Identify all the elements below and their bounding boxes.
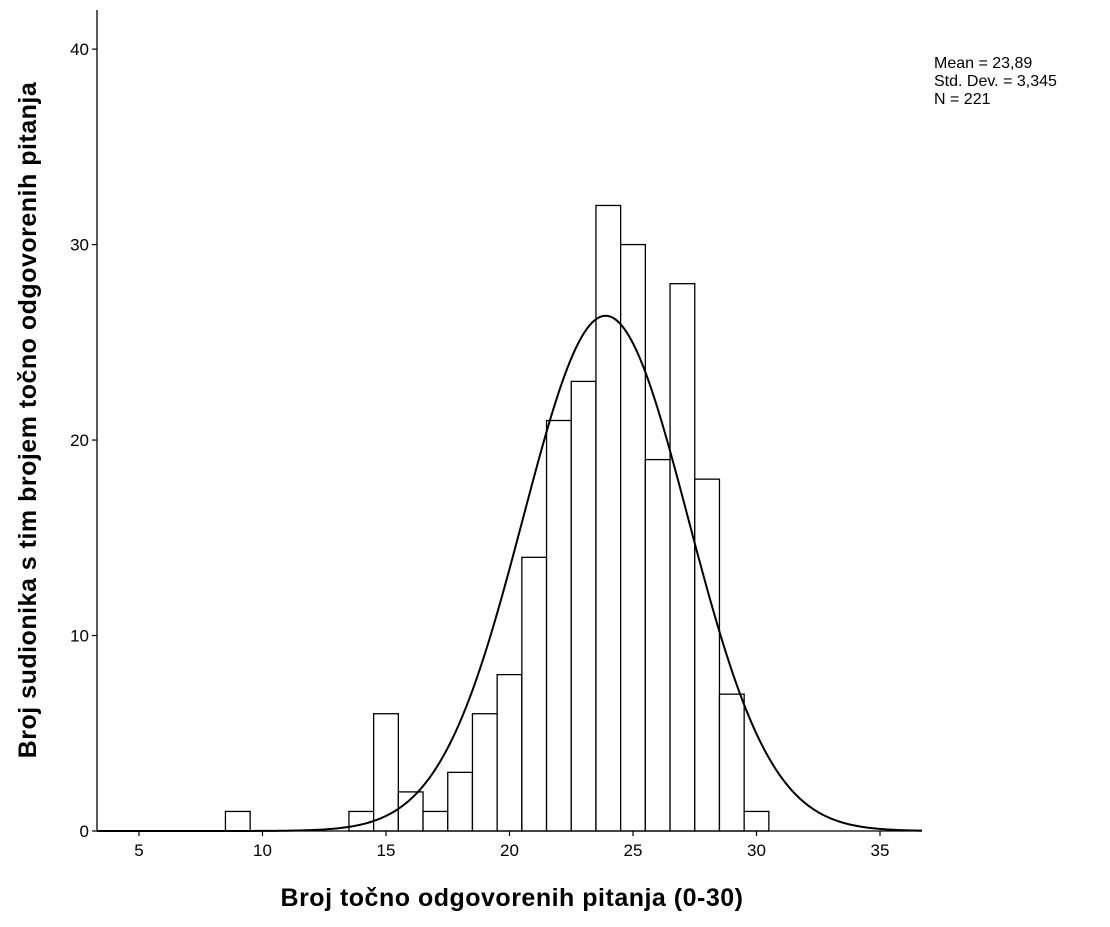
histogram-bar: [718, 693, 745, 832]
statistics-legend: Mean = 23,89 Std. Dev. = 3,345 N = 221: [934, 55, 1057, 109]
histogram-bar: [496, 673, 523, 832]
histogram-bar: [224, 810, 251, 832]
histogram-bar: [743, 810, 770, 832]
histogram-bar: [620, 243, 647, 832]
histogram-bar: [471, 713, 498, 832]
histogram-bar: [694, 478, 721, 832]
x-tick-label: 25: [624, 841, 643, 860]
x-tick-label: 30: [747, 841, 766, 860]
histogram-bar: [669, 283, 696, 832]
x-axis-title: Broj točno odgovorenih pitanja (0-30): [281, 884, 744, 912]
histogram-bar: [521, 556, 548, 832]
x-tick-label: 5: [134, 841, 143, 860]
histogram-bar: [595, 204, 622, 832]
x-tick-label: 10: [253, 841, 272, 860]
y-tick-label: 30: [70, 236, 89, 255]
mean-text: Mean = 23,89: [934, 55, 1033, 72]
y-tick-label: 20: [70, 431, 89, 450]
y-axis-ticks: 0 10 20 30 40: [70, 40, 97, 841]
x-tick-label: 35: [871, 841, 890, 860]
std-dev-text: Std. Dev. = 3,345: [934, 73, 1057, 90]
histogram-bar: [422, 810, 449, 832]
x-tick-label: 20: [500, 841, 519, 860]
y-tick-label: 40: [70, 40, 89, 59]
x-tick-label: 15: [377, 841, 396, 860]
n-text: N = 221: [934, 91, 991, 108]
histogram-bar: [372, 713, 399, 832]
histogram-bar: [545, 419, 572, 832]
y-axis-title: Broj sudionika s tim brojem točno odgovo…: [14, 81, 42, 758]
histogram-bars: [224, 204, 770, 832]
histogram-bar: [447, 771, 474, 832]
histogram-bar: [570, 380, 597, 832]
y-tick-label: 10: [70, 627, 89, 646]
histogram-bar: [644, 458, 671, 832]
y-tick-label: 0: [80, 822, 89, 841]
x-axis-ticks: 5 10 15 20 25 30 35: [134, 831, 889, 860]
